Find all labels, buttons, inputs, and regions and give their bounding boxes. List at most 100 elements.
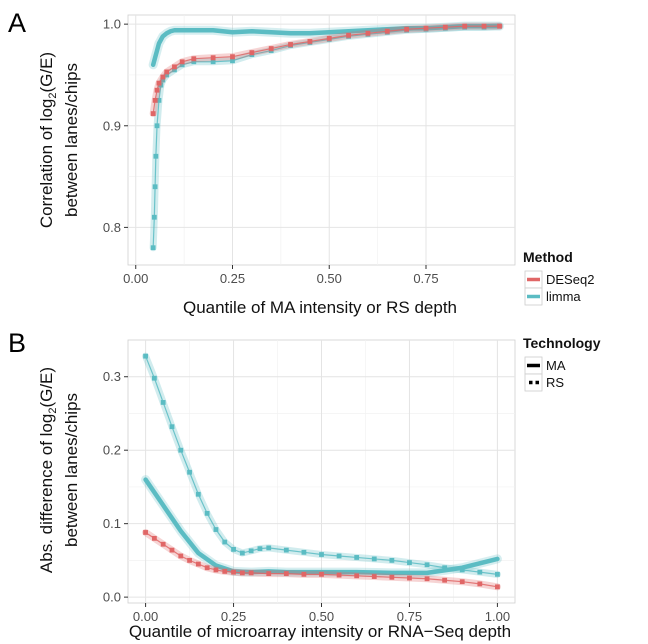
series-limma-rs-point bbox=[495, 571, 500, 577]
series-limma-rs-point bbox=[160, 400, 166, 405]
series-deseq2-rs-point bbox=[459, 579, 465, 585]
panel-a-x-axis-title: Quantile of MA intensity or RS depth bbox=[183, 298, 457, 317]
panel-a-y-ticks: 0.8 0.9 1.0 bbox=[103, 17, 128, 235]
legend-item-limma: limma bbox=[524, 287, 581, 306]
series-deseq2-rs-point bbox=[231, 569, 236, 575]
series-deseq2-rs-point bbox=[169, 547, 175, 553]
series-limma-rs-point bbox=[169, 424, 175, 430]
series-limma-rs-point bbox=[151, 214, 157, 220]
panel-a-series bbox=[148, 21, 505, 252]
series-limma-rs-point bbox=[283, 547, 289, 553]
series-deseq2-rs-point bbox=[389, 574, 395, 580]
series-limma-rs-point bbox=[424, 562, 430, 568]
series-deseq2-rs-point bbox=[204, 565, 210, 571]
y-tick-label: 0.0 bbox=[103, 590, 121, 605]
series-limma-rs-point bbox=[191, 59, 197, 65]
series-deseq2-rs-point bbox=[423, 25, 429, 31]
legend-item-ma: MA bbox=[524, 356, 566, 375]
series-deseq2-rs-point bbox=[239, 570, 245, 576]
panel-b-x-ticks: 0.00 0.25 0.50 0.75 1.00 bbox=[133, 603, 510, 624]
series-deseq2-rs-point bbox=[248, 570, 254, 576]
series-limma-rs-point bbox=[354, 555, 360, 560]
series-deseq2-rs-point bbox=[178, 553, 184, 559]
series-deseq2-rs-point bbox=[283, 571, 289, 577]
series-limma-rs-point bbox=[336, 553, 342, 559]
series-deseq2-rs-point bbox=[307, 39, 313, 44]
series-limma-rs-point bbox=[319, 552, 324, 557]
series-deseq2-rs-point bbox=[191, 56, 197, 62]
x-tick-label: 1.00 bbox=[485, 609, 510, 624]
series-deseq2-rs-point bbox=[172, 64, 177, 70]
panel-b: 0.00 0.25 0.50 0.75 1.00 0.0 0.1 0.2 0.3 Quanti… bbox=[37, 339, 516, 641]
legend-item-rs: RS bbox=[524, 373, 564, 392]
y-tick-label: 0.8 bbox=[103, 220, 121, 235]
y-tick-label: 1.0 bbox=[103, 17, 121, 32]
series-limma-rs-point bbox=[213, 527, 219, 532]
x-tick-label: 0.75 bbox=[413, 271, 438, 286]
legend-item-deseq2: DESeq2 bbox=[524, 270, 594, 289]
series-limma-rs-point bbox=[389, 557, 395, 563]
series-deseq2-rs-point bbox=[187, 557, 192, 563]
series-limma-rs-point bbox=[230, 58, 235, 64]
series-limma-rs-point bbox=[187, 469, 192, 475]
series-deseq2-rs-point bbox=[481, 23, 487, 29]
panel-a-y-axis-title-line1: Correlation of log2(G/E) bbox=[37, 52, 59, 228]
x-tick-label: 0.00 bbox=[133, 609, 158, 624]
panel-a-y-axis-title-line2: between lanes/chips bbox=[62, 63, 81, 217]
series-deseq2-rs-point bbox=[150, 111, 156, 116]
series-limma-rs-point bbox=[477, 569, 483, 575]
series-deseq2-rs-point bbox=[179, 59, 185, 65]
panel-b-y-ticks: 0.0 0.1 0.2 0.3 bbox=[103, 369, 128, 605]
series-deseq2-rs-point bbox=[249, 50, 255, 55]
series-deseq2-rs-point bbox=[407, 575, 412, 581]
series-deseq2-rs-point bbox=[195, 561, 201, 567]
x-tick-label: 0.75 bbox=[397, 609, 422, 624]
series-limma-rs-point bbox=[179, 62, 185, 68]
series-limma-rs-point bbox=[266, 545, 272, 551]
series-limma-rs-point bbox=[231, 546, 236, 552]
legend-technology-title: Technology bbox=[523, 335, 601, 351]
panel-b-series bbox=[141, 352, 502, 591]
series-limma-rs-point bbox=[153, 153, 159, 159]
series-deseq2-rs-point bbox=[266, 571, 272, 577]
series-deseq2-rs-point bbox=[354, 573, 360, 579]
series-deseq2-rs-point bbox=[497, 23, 502, 29]
series-deseq2-rs-point bbox=[365, 30, 371, 36]
series-deseq2-rs-point bbox=[326, 35, 332, 41]
series-limma-rs-point bbox=[204, 510, 210, 516]
legend-label-deseq2: DESeq2 bbox=[546, 272, 594, 287]
series-limma-rs-point bbox=[222, 539, 228, 545]
panel-b-grid bbox=[128, 340, 515, 603]
series-deseq2-rs-point bbox=[462, 23, 468, 29]
x-tick-label: 0.50 bbox=[309, 609, 334, 624]
legend: Method DESeq2 limma Technology MA RS bbox=[523, 249, 601, 392]
panel-b-y-axis-title: Abs. difference of log2(G/E) between lan… bbox=[37, 367, 81, 573]
panel-a-grid bbox=[128, 15, 515, 265]
series-deseq2-rs-point bbox=[288, 42, 293, 47]
series-deseq2-rs-point bbox=[156, 80, 162, 86]
series-limma-rs-point bbox=[156, 97, 162, 103]
series-limma-rs-point bbox=[143, 353, 148, 359]
panel-a: 0.00 0.25 0.50 0.75 0.8 0.9 1.0 Quantile of M… bbox=[37, 14, 516, 317]
y-tick-label: 0.1 bbox=[103, 516, 121, 531]
x-tick-label: 0.50 bbox=[317, 271, 342, 286]
series-deseq2-rs-point bbox=[301, 571, 307, 577]
series-deseq2-rs-point bbox=[424, 576, 430, 582]
panel-a-x-ticks: 0.00 0.25 0.50 0.75 bbox=[123, 265, 439, 286]
series-limma-rs-point bbox=[257, 546, 263, 552]
series-limma-rs-point bbox=[152, 184, 158, 190]
series-limma-rs-line bbox=[145, 355, 498, 575]
series-deseq2-rs-point bbox=[222, 569, 228, 574]
series-deseq2-rs-point bbox=[152, 97, 158, 103]
series-deseq2-rs-point bbox=[154, 87, 160, 93]
series-limma-rs-point bbox=[150, 245, 156, 251]
y-tick-label: 0.3 bbox=[103, 369, 121, 384]
series-deseq2-rs-point bbox=[151, 535, 157, 541]
y-tick-label: 0.2 bbox=[103, 443, 121, 458]
panel-a-y-axis-title: Correlation of log2(G/E) between lanes/c… bbox=[37, 52, 81, 228]
series-limma-rs-point bbox=[442, 565, 448, 571]
series-deseq2-rs-point bbox=[404, 26, 410, 32]
series-deseq2-rs-point bbox=[442, 577, 448, 583]
x-tick-label: 0.00 bbox=[123, 271, 148, 286]
